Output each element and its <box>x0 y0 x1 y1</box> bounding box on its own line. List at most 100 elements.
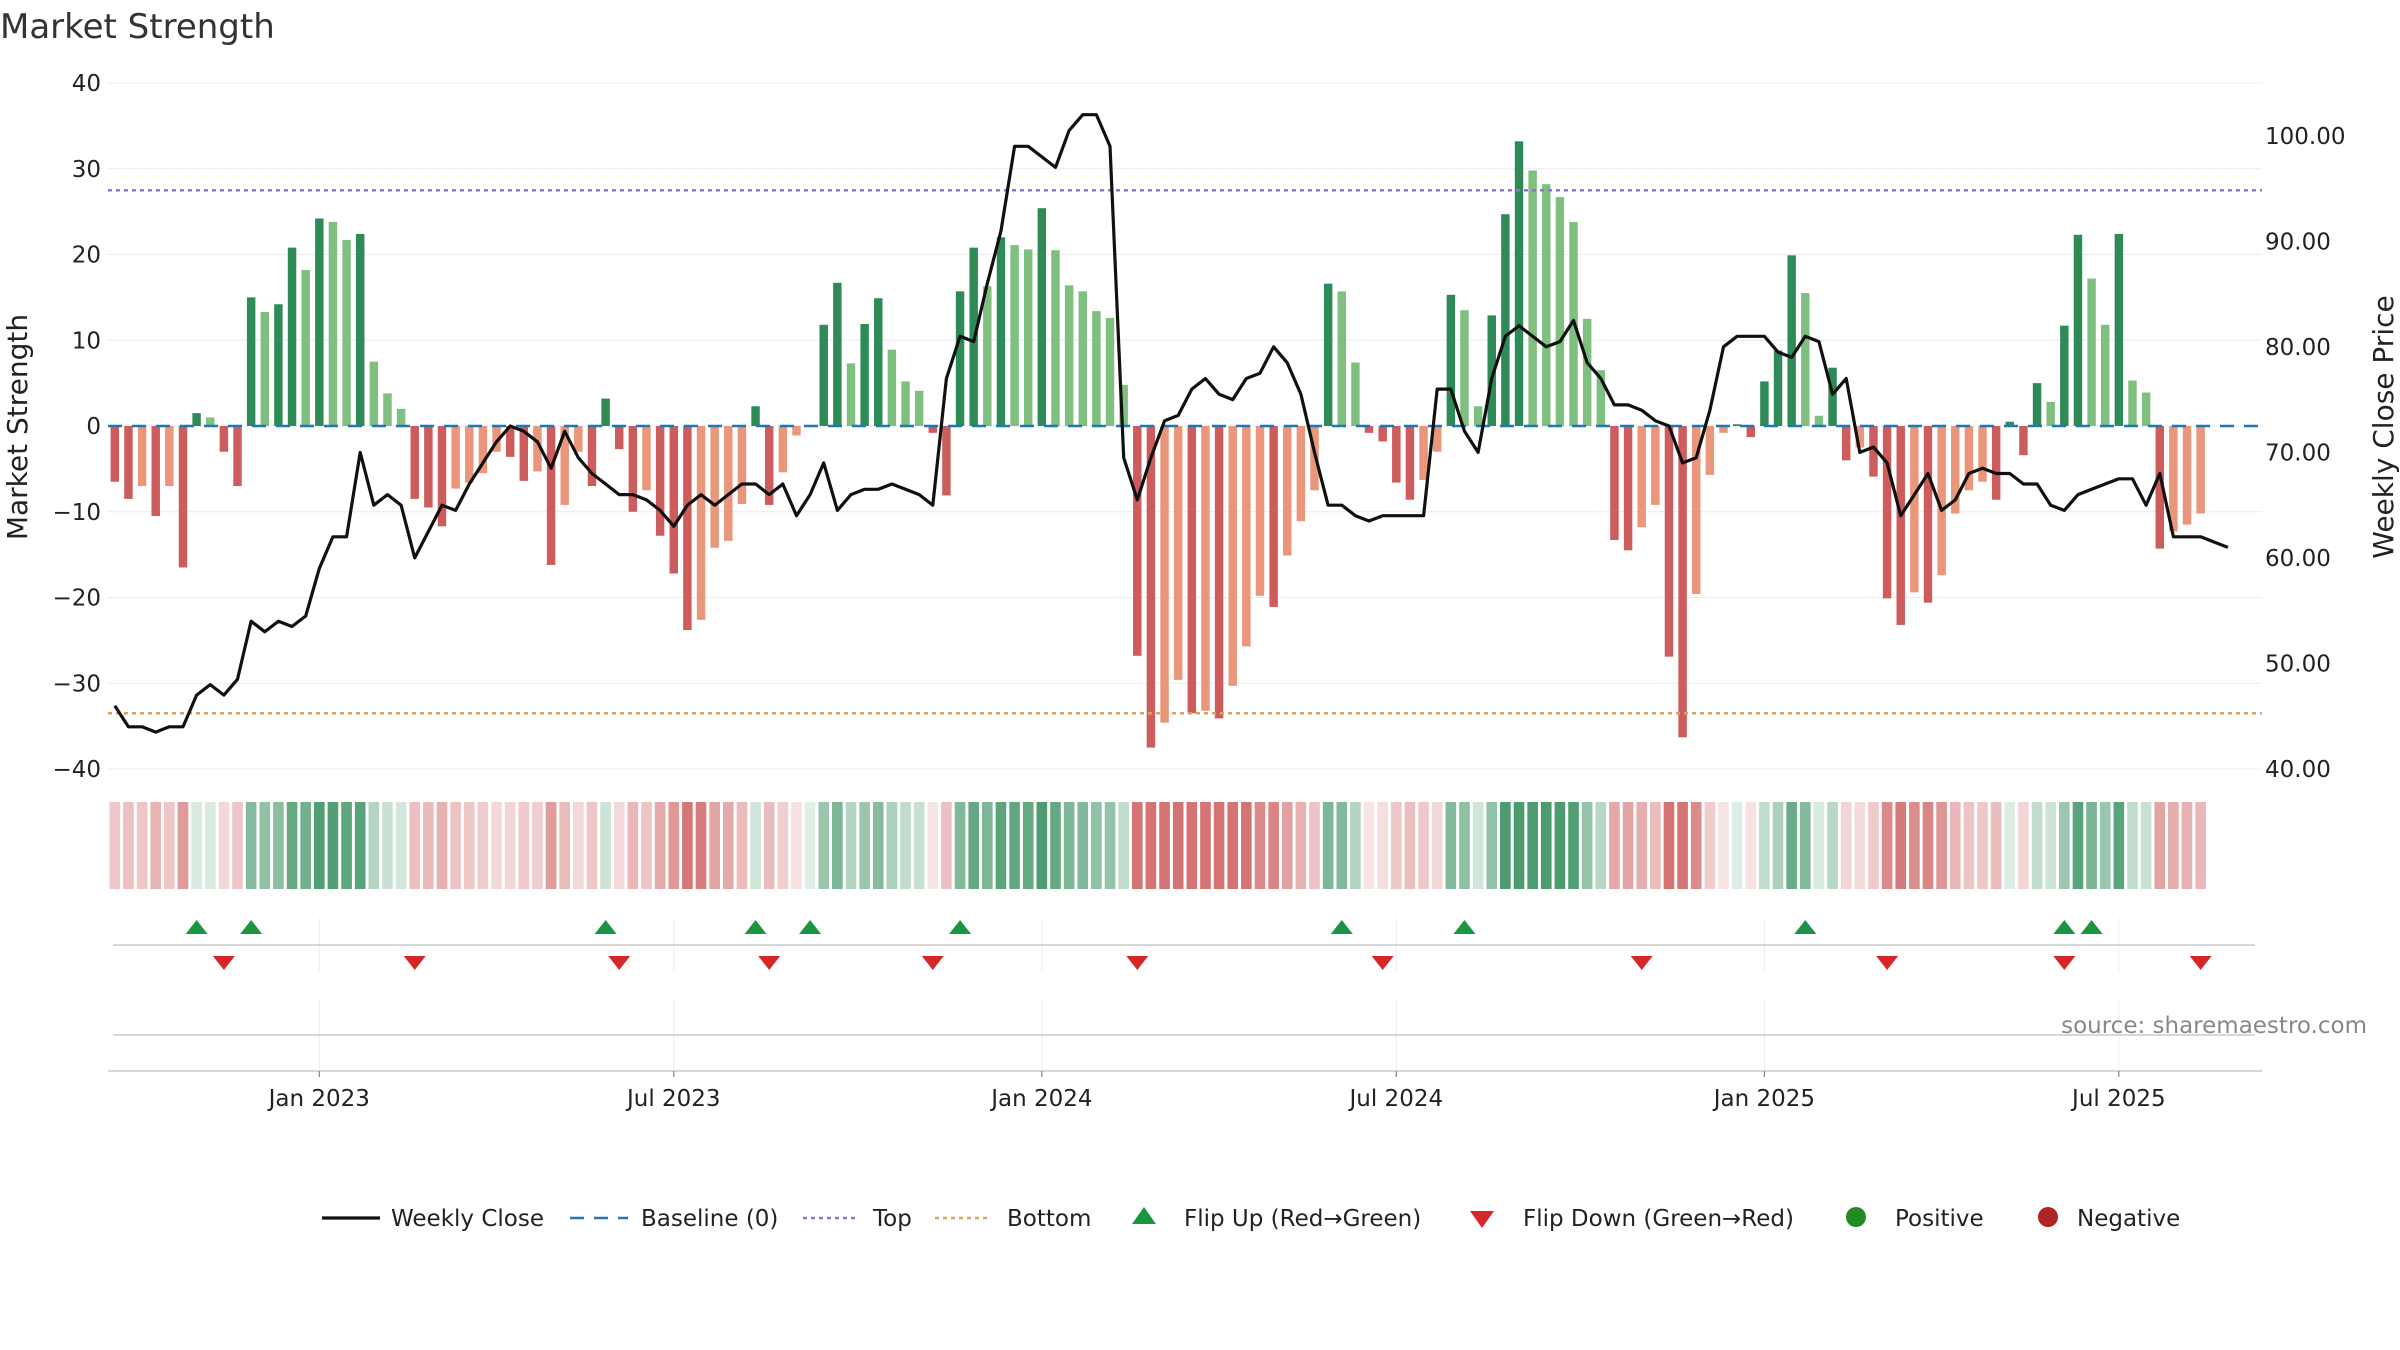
y-left-tick-label: 40 <box>72 71 101 97</box>
left-axis-ticks: 40 30 20 10 0 −10 −20 −30 −40 <box>52 71 101 783</box>
strength-bar <box>764 426 774 505</box>
strength-bar <box>533 426 542 472</box>
strength-bar <box>2128 380 2137 426</box>
strength-bar <box>1637 426 1646 528</box>
state-cell <box>1540 802 1552 889</box>
strength-bar <box>1841 426 1851 461</box>
strength-bar <box>1242 426 1251 647</box>
legend-label: Bottom <box>1007 1206 1091 1232</box>
strength-bar <box>1501 214 1510 426</box>
state-cell <box>395 802 407 889</box>
state-cell <box>518 802 530 889</box>
legend-label: Top <box>872 1206 912 1232</box>
legend-label: Flip Up (Red→Green) <box>1184 1206 1421 1232</box>
strength-bar <box>1460 310 1469 426</box>
state-cell <box>845 802 857 889</box>
flip-up-marker <box>1330 920 1353 934</box>
strength-bar <box>1283 426 1292 556</box>
state-cell <box>1377 802 1388 889</box>
state-cell <box>1731 802 1743 889</box>
strength-bar <box>914 390 924 426</box>
flip-up-marker <box>1794 920 1817 934</box>
flip-down-marker <box>1126 956 1149 970</box>
strength-bar <box>1392 426 1401 483</box>
state-cell <box>1309 802 1320 889</box>
state-cell <box>791 802 802 889</box>
strength-bar <box>901 381 910 426</box>
strength-bar <box>2032 383 2042 426</box>
state-cell <box>1077 802 1089 889</box>
x-tick-label: Jul 2024 <box>1348 1086 1444 1112</box>
state-cell <box>409 802 421 889</box>
x-tick-label: Jul 2025 <box>2070 1086 2166 1112</box>
strength-bar <box>151 426 160 517</box>
strength-bar <box>1446 294 1456 426</box>
state-cell <box>1745 802 1757 889</box>
strength-bar <box>1760 381 1769 426</box>
state-cell <box>1336 802 1348 889</box>
strength-bar <box>396 408 406 426</box>
strength-bar <box>655 426 665 536</box>
legend-label: Flip Down (Green→Red) <box>1523 1206 1794 1232</box>
strength-bar <box>574 426 583 452</box>
state-cell <box>354 802 366 889</box>
state-cell <box>1868 802 1879 889</box>
state-cell <box>1118 802 1129 889</box>
state-cell <box>123 802 134 889</box>
strength-bar <box>451 426 460 489</box>
strength-bar <box>219 426 229 452</box>
strength-bar <box>1719 426 1728 433</box>
strength-bar <box>1787 255 1796 426</box>
strength-bar <box>165 426 174 487</box>
state-cell <box>722 802 734 889</box>
state-cell <box>1022 802 1034 889</box>
state-cell <box>2181 802 2193 889</box>
strength-bar <box>2005 421 2015 426</box>
strength-bar <box>2155 426 2164 549</box>
state-cell <box>1909 802 1920 889</box>
strength-bar <box>846 363 856 426</box>
state-cell <box>1418 802 1429 889</box>
state-cell <box>668 802 680 889</box>
state-cell <box>1281 802 1293 889</box>
x-tick-label: Jan 2025 <box>1712 1086 1815 1112</box>
state-cell <box>1145 802 1157 889</box>
state-cell <box>150 802 162 889</box>
state-cell <box>600 802 611 889</box>
x-tick-label: Jan 2023 <box>267 1086 370 1112</box>
state-cell <box>1650 802 1661 889</box>
state-cell <box>1663 802 1675 889</box>
strength-bar <box>1023 249 1033 426</box>
strength-bar <box>505 426 515 457</box>
strength-bar <box>1187 426 1197 714</box>
flip-down-marker <box>758 956 781 970</box>
strength-bar <box>2073 234 2083 426</box>
y-right-tick-label: 40.00 <box>2265 757 2331 783</box>
strength-bar <box>2141 392 2151 426</box>
state-cell <box>1977 802 1988 889</box>
state-cell <box>573 802 584 889</box>
state-cell <box>1445 802 1457 889</box>
strength-bar <box>1419 426 1428 481</box>
flip-down-marker <box>403 956 426 970</box>
strength-bar <box>833 282 842 426</box>
strength-bar <box>369 361 379 426</box>
state-cell <box>436 802 448 889</box>
strength-bar <box>1896 426 1905 625</box>
state-cell <box>641 802 652 889</box>
chart-title: Market Strength <box>0 7 275 47</box>
flip-up-marker <box>744 920 767 934</box>
strength-bar <box>2019 426 2028 456</box>
state-cell <box>286 802 298 889</box>
legend-label: Negative <box>2077 1206 2180 1232</box>
state-cell <box>2113 802 2125 889</box>
strength-bar <box>424 426 433 508</box>
y-left-tick-label: −20 <box>52 586 101 612</box>
state-cell <box>1636 802 1648 889</box>
strength-bar <box>546 426 556 565</box>
strength-bar <box>1705 426 1715 475</box>
flip-up-marker <box>1453 920 1476 934</box>
state-cell <box>532 802 543 889</box>
state-cell <box>886 802 898 889</box>
